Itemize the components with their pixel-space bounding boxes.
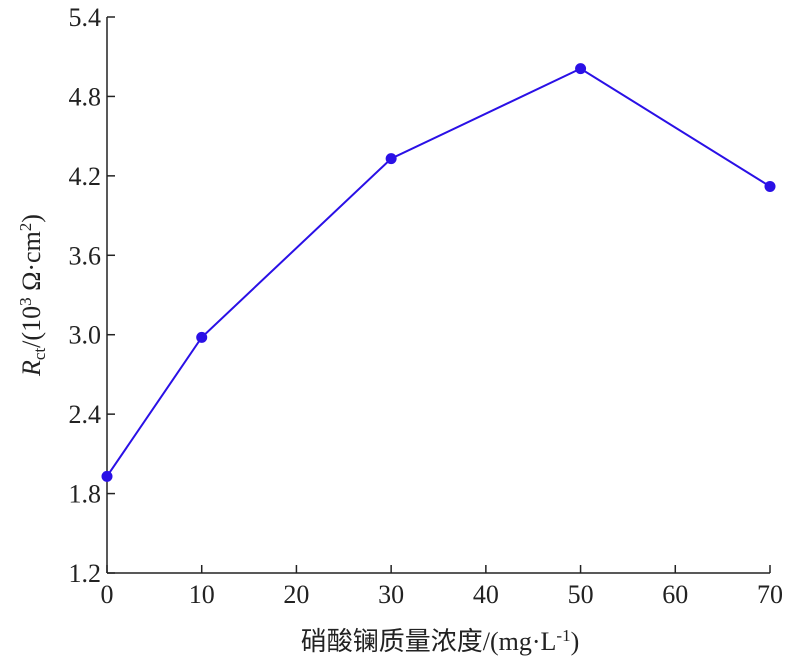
y-tick-label: 2.4 bbox=[69, 400, 102, 429]
y-tick-label: 4.8 bbox=[69, 82, 102, 111]
point bbox=[764, 180, 776, 192]
x-tick-label: 50 bbox=[568, 580, 594, 609]
y-tick-label: 1.2 bbox=[69, 559, 102, 588]
x-tick-label: 20 bbox=[283, 580, 309, 609]
y-tick-label: 1.8 bbox=[69, 480, 102, 509]
x-axis-label: 硝酸镧质量浓度/(mg·L-1) bbox=[301, 626, 580, 656]
xlabel-part: -1 bbox=[556, 626, 570, 645]
ylabel-part: ) bbox=[17, 214, 46, 223]
x-tick-label: 30 bbox=[378, 580, 404, 609]
x-tick-label: 60 bbox=[662, 580, 688, 609]
ylabel-part: 3 bbox=[16, 297, 35, 306]
y-tick-label: 4.2 bbox=[69, 162, 102, 191]
point bbox=[101, 470, 113, 482]
point bbox=[385, 153, 397, 165]
y-tick-label: 3.6 bbox=[69, 241, 102, 270]
series-line bbox=[106, 67, 771, 477]
point bbox=[575, 63, 587, 75]
x-tick-label: 70 bbox=[757, 580, 783, 609]
y-tick-label: 5.4 bbox=[69, 3, 102, 32]
y-axis-label: Rct/(103 Ω·cm2) bbox=[16, 214, 49, 377]
ylabel-part: /(10 bbox=[17, 306, 46, 348]
xlabel-part: 硝酸镧质量浓度/(mg·L bbox=[301, 627, 557, 656]
ylabel-part: ct bbox=[30, 348, 49, 361]
ylabel-part: R bbox=[17, 360, 46, 377]
xlabel-part: ) bbox=[571, 627, 580, 656]
y-tick-label: 3.0 bbox=[69, 321, 102, 350]
x-tick-label: 10 bbox=[189, 580, 215, 609]
x-tick-label: 40 bbox=[473, 580, 499, 609]
ylabel-part: Ω·cm bbox=[17, 231, 46, 297]
ylabel-part: 2 bbox=[16, 223, 35, 232]
x-tick-label: 0 bbox=[101, 580, 114, 609]
point bbox=[196, 331, 208, 343]
